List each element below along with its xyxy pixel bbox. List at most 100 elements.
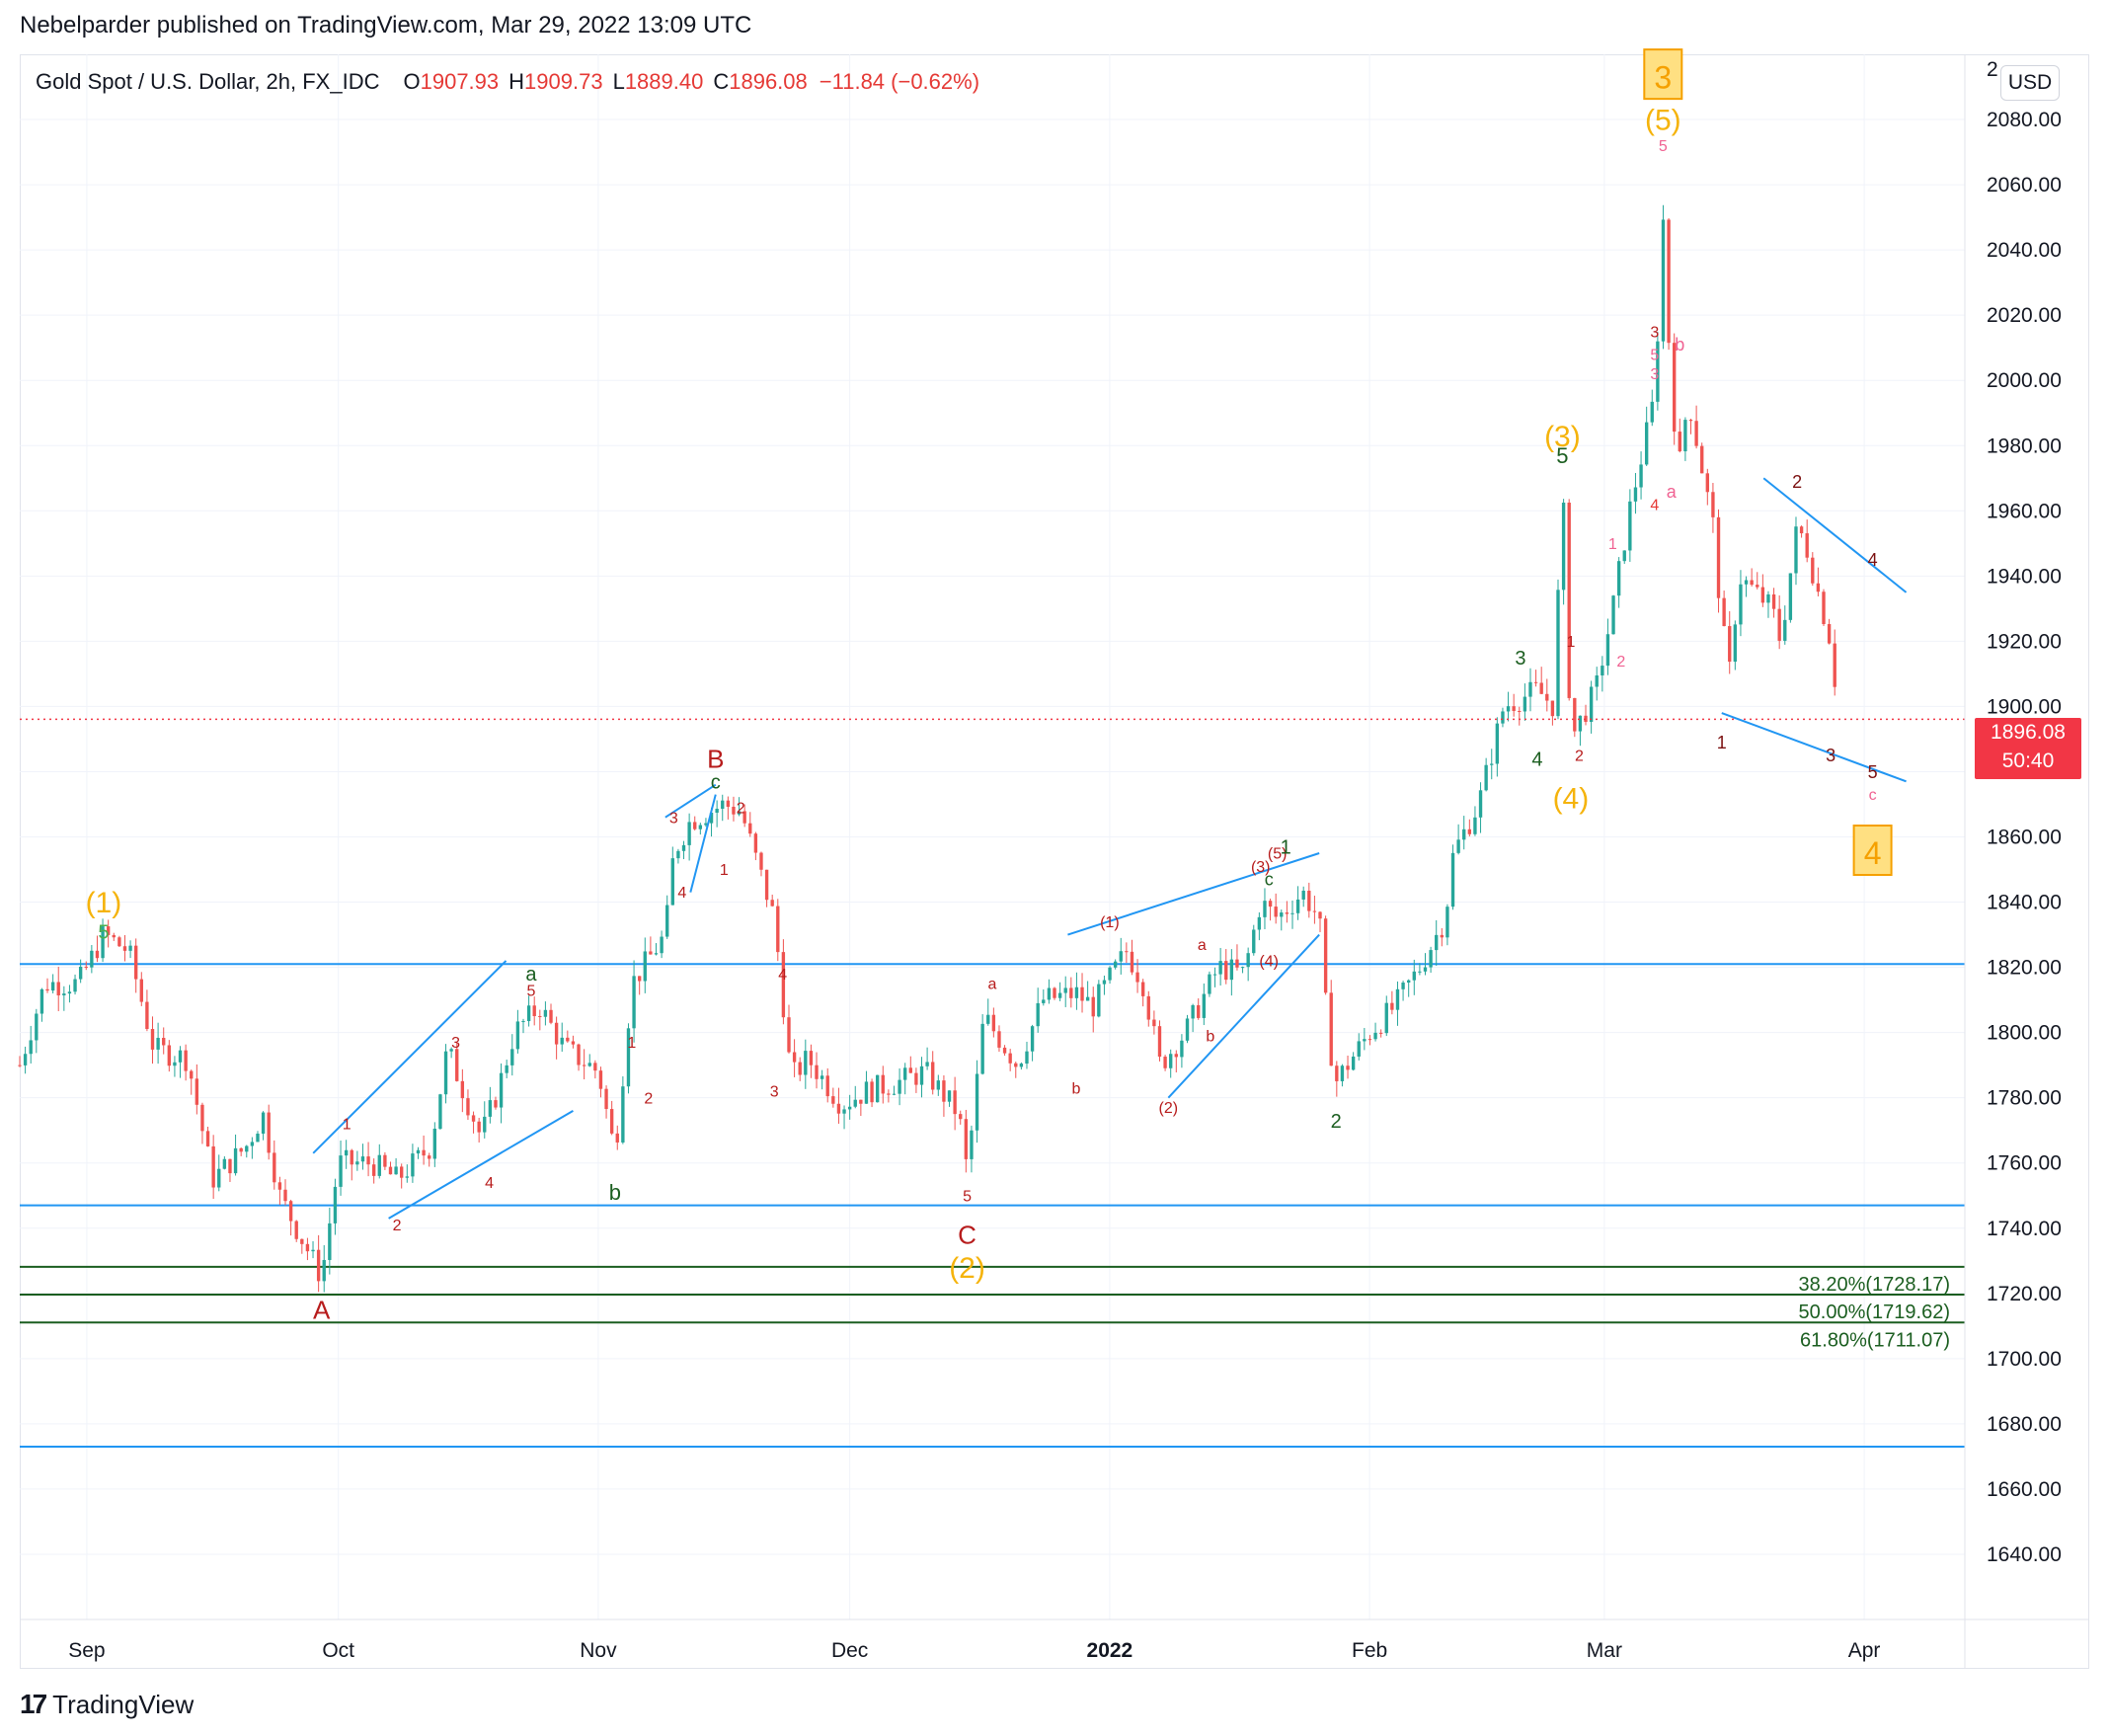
y-tick-label: 1640.00 <box>1987 1543 2062 1566</box>
wave-label: 3 <box>1515 648 1525 670</box>
candle-body <box>1495 723 1500 764</box>
wave-label: 4 <box>1650 497 1659 513</box>
candle-body <box>980 1023 984 1074</box>
candle-body <box>970 1130 974 1159</box>
trendline <box>664 783 717 819</box>
trendline <box>1762 477 1908 593</box>
candle-body <box>947 1090 952 1102</box>
candle-body <box>1318 911 1322 919</box>
candle-body <box>45 988 49 991</box>
candle-body <box>39 988 44 1014</box>
candle-body <box>1057 992 1062 998</box>
candle-body <box>748 823 752 834</box>
open-label: O <box>403 69 421 94</box>
candle-body <box>460 1080 465 1099</box>
candle-body <box>305 1243 310 1252</box>
wave-label: (1) <box>86 887 122 919</box>
candle-body <box>1301 890 1305 900</box>
candle-body <box>709 812 714 824</box>
candle-body <box>488 1100 493 1117</box>
wave-label: a <box>1667 482 1678 502</box>
wave-box <box>1852 825 1893 877</box>
candle-body <box>831 1096 835 1104</box>
candle-body <box>90 950 94 968</box>
candle-body <box>1295 899 1300 913</box>
candle-body <box>836 1103 841 1114</box>
y-tick-label: 1940.00 <box>1987 565 2062 588</box>
candle-body <box>1788 573 1793 620</box>
candle-body <box>1739 584 1743 625</box>
candle-body <box>1140 982 1145 996</box>
candle-body <box>1605 634 1610 667</box>
candle-body <box>1744 580 1749 585</box>
low-label: L <box>612 69 625 94</box>
candle-body <box>1473 817 1477 834</box>
high-value: 1909.73 <box>524 69 603 94</box>
candle-body <box>1257 916 1262 930</box>
candle-body <box>455 1049 459 1081</box>
candle-body <box>1185 1018 1190 1041</box>
candle-body <box>903 1067 907 1080</box>
candle-body <box>494 1100 498 1108</box>
horizontal-lines <box>20 963 1965 1448</box>
candle-body <box>1119 951 1123 962</box>
y-tick-label: 1780.00 <box>1987 1087 2062 1110</box>
candle-body <box>732 806 736 815</box>
candle-body <box>1263 901 1267 917</box>
y-tick-label: 1840.00 <box>1987 892 2062 914</box>
candle-body <box>377 1154 381 1176</box>
candle-body <box>693 822 697 829</box>
candle-body <box>283 1189 287 1202</box>
candle-body <box>1578 715 1583 732</box>
fib-levels: 38.20%(1728.17) 50.00%(1719.62) 61.80%(171… <box>20 1265 1965 1351</box>
candle-body <box>742 811 746 824</box>
candle-body <box>277 1182 282 1190</box>
y-tick-label: 1760.00 <box>1987 1152 2062 1175</box>
candle-body <box>670 858 674 906</box>
candle-body <box>660 936 664 954</box>
candle-body <box>687 822 691 845</box>
candle-body <box>1229 959 1234 981</box>
candle-body <box>665 905 669 937</box>
candle-body <box>1611 595 1615 635</box>
candle-body <box>167 1045 171 1066</box>
candle-body <box>1799 526 1804 534</box>
y-tick-label: 1720.00 <box>1987 1283 2062 1305</box>
tradingview-logo-text: TradingView <box>52 1689 195 1719</box>
candle-body <box>416 1149 421 1154</box>
wave-label: 2 <box>737 800 745 817</box>
fib-label: 50.00%(1719.62) <box>1799 1302 1950 1323</box>
candle-body <box>942 1080 946 1102</box>
candle-body <box>1212 974 1217 976</box>
candle-body <box>1085 996 1090 1001</box>
candle-body <box>887 1093 891 1095</box>
x-tick-label: 2022 <box>1087 1639 1133 1662</box>
candle-body <box>195 1078 199 1105</box>
candle-body <box>360 1156 365 1162</box>
currency-button[interactable]: USD <box>2000 65 2060 101</box>
wave-label: 5 <box>527 983 536 999</box>
y-tick-label: 1960.00 <box>1987 500 2062 522</box>
candle-body <box>1661 219 1666 342</box>
candle-body <box>571 1041 576 1045</box>
wave-box <box>1643 48 1683 101</box>
candle-body <box>870 1081 874 1103</box>
candle-body <box>1766 593 1770 603</box>
candle-body <box>18 1065 22 1066</box>
candle-body <box>847 1106 852 1110</box>
candle-body <box>1628 501 1632 551</box>
wave-label: 3 <box>770 1084 779 1101</box>
candle-body <box>405 1176 409 1178</box>
candle-body <box>632 976 636 1029</box>
candle-body <box>1174 1054 1178 1058</box>
candle-body <box>526 1005 531 1022</box>
candle-body <box>721 800 725 810</box>
wave-label: 4 <box>1864 835 1882 871</box>
tradingview-logo[interactable]: 17 TradingView <box>20 1689 194 1720</box>
candle-body <box>898 1079 901 1094</box>
candle-body <box>222 1158 227 1169</box>
wave-label: (3) <box>1544 421 1581 453</box>
candle-body <box>1312 910 1317 912</box>
candle-body <box>1440 934 1444 938</box>
